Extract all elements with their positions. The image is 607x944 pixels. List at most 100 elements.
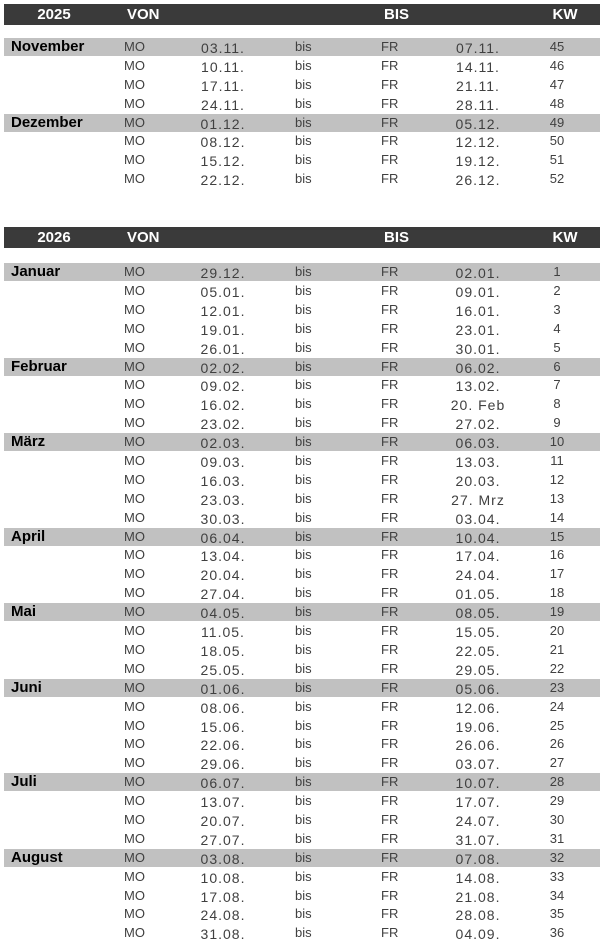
weekday-to-label: FR: [381, 152, 399, 168]
weekday-to-label: FR: [381, 114, 399, 130]
month-label: November: [11, 38, 85, 55]
week-row: MO 24.08. bis FR 28.08. 35: [0, 905, 607, 924]
bis-separator-label: bis: [295, 679, 312, 695]
kw-number: 50: [549, 133, 565, 149]
weekday-from-label: MO: [124, 471, 145, 487]
month-label: Juli: [11, 773, 37, 791]
kw-number: 19: [549, 604, 565, 620]
weekday-to-label: FR: [381, 755, 399, 771]
date-to: 17.04.: [455, 548, 501, 565]
weekday-from-label: MO: [124, 171, 145, 187]
weekday-from-label: MO: [124, 774, 145, 790]
date-from: 25.05.: [200, 661, 246, 678]
year-label: 2025: [37, 6, 71, 23]
bis-separator-label: bis: [295, 698, 312, 714]
week-row: März MO 02.03. bis FR 06.03. 10: [0, 433, 607, 452]
bis-separator-label: bis: [295, 736, 312, 752]
date-to: 08.05.: [455, 605, 501, 622]
date-to: 15.05.: [455, 624, 501, 641]
week-row: Februar MO 02.02. bis FR 06.02. 6: [0, 357, 607, 377]
date-to: 06.03.: [455, 435, 501, 452]
date-to: 04.09.: [455, 926, 501, 943]
weekday-to-label: FR: [381, 849, 399, 865]
weekday-from-label: MO: [124, 114, 145, 130]
date-from: 29.12.: [200, 265, 246, 282]
column-header-bis: BIS: [384, 6, 410, 23]
date-from: 12.01.: [200, 302, 246, 319]
kw-number: 18: [549, 585, 565, 601]
date-from: 01.06.: [200, 680, 246, 697]
bis-separator-label: bis: [295, 358, 312, 374]
date-to: 24.04.: [455, 567, 501, 584]
date-to: 26.12.: [455, 172, 501, 189]
bis-separator-label: bis: [295, 566, 312, 582]
kw-number: 4: [553, 320, 561, 336]
week-row: MO 27.07. bis FR 31.07. 31: [0, 830, 607, 849]
bis-separator-label: bis: [295, 171, 312, 187]
date-to: 21.08.: [455, 888, 501, 905]
date-to: 19.06.: [455, 718, 501, 735]
date-from: 13.04.: [200, 548, 246, 565]
bis-separator-label: bis: [295, 57, 312, 73]
week-rows: Januar MO 29.12. bis FR 02.01. 1 MO 05.0…: [0, 263, 607, 943]
week-row: MO 31.08. bis FR 04.09. 36: [0, 924, 607, 943]
date-to: 16.01.: [455, 302, 501, 319]
weekday-from-label: MO: [124, 623, 145, 639]
kw-number: 49: [549, 114, 565, 130]
date-to: 22.05.: [455, 642, 501, 659]
week-row: MO 23.03. bis FR 27. Mrz 13: [0, 490, 607, 509]
weekday-from-label: MO: [124, 755, 145, 771]
date-from: 08.12.: [200, 134, 246, 151]
bis-separator-label: bis: [295, 660, 312, 676]
date-from: 27.04.: [200, 586, 246, 603]
kw-number: 34: [549, 887, 565, 903]
kw-number: 16: [549, 547, 565, 563]
kw-number: 6: [553, 358, 561, 374]
week-row: MO 10.08. bis FR 14.08. 33: [0, 868, 607, 887]
kw-number: 45: [549, 39, 565, 54]
weekday-to-label: FR: [381, 830, 399, 846]
bis-separator-label: bis: [295, 849, 312, 865]
column-header-von: VON: [127, 6, 160, 23]
week-row: MO 26.01. bis FR 30.01. 5: [0, 339, 607, 358]
date-from: 24.08.: [200, 907, 246, 924]
table-header-bar: 2025 VON BIS KW: [4, 4, 600, 25]
date-from: 11.05.: [201, 624, 245, 641]
calendar-year-section: 2025 VON BIS KW November MO 03.11. bis F…: [0, 4, 607, 189]
date-to: 13.02.: [455, 378, 501, 395]
weekday-to-label: FR: [381, 358, 399, 374]
weekday-from-label: MO: [124, 434, 145, 450]
kw-number: 14: [549, 509, 565, 525]
kw-number: 3: [553, 301, 561, 317]
date-from: 17.11.: [201, 77, 245, 94]
weekday-to-label: FR: [381, 811, 399, 827]
kw-number: 12: [549, 471, 565, 487]
week-row: MO 20.07. bis FR 24.07. 30: [0, 811, 607, 830]
kw-number: 21: [549, 641, 565, 657]
kw-number: 36: [549, 925, 565, 941]
weekday-from-label: MO: [124, 641, 145, 657]
weekday-to-label: FR: [381, 39, 399, 54]
date-from: 23.03.: [200, 491, 246, 508]
weekday-from-label: MO: [124, 717, 145, 733]
weekday-from-label: MO: [124, 887, 145, 903]
date-from: 09.02.: [200, 378, 246, 395]
bis-separator-label: bis: [295, 774, 312, 790]
date-to: 10.07.: [455, 775, 501, 792]
week-row: April MO 06.04. bis FR 10.04. 15: [0, 527, 607, 547]
weekday-to-label: FR: [381, 717, 399, 733]
weekday-from-label: MO: [124, 528, 145, 544]
week-row: MO 15.12. bis FR 19.12. 51: [0, 151, 607, 170]
weekday-to-label: FR: [381, 604, 399, 620]
kw-number: 47: [549, 76, 565, 92]
month-label: März: [11, 433, 46, 451]
bis-separator-label: bis: [295, 830, 312, 846]
date-to: 14.08.: [455, 869, 501, 886]
date-from: 26.01.: [200, 340, 246, 357]
date-from: 20.04.: [200, 567, 246, 584]
date-to: 30.01.: [455, 340, 501, 357]
bis-separator-label: bis: [295, 868, 312, 884]
month-label: Dezember: [11, 113, 83, 131]
date-from: 15.06.: [200, 718, 246, 735]
